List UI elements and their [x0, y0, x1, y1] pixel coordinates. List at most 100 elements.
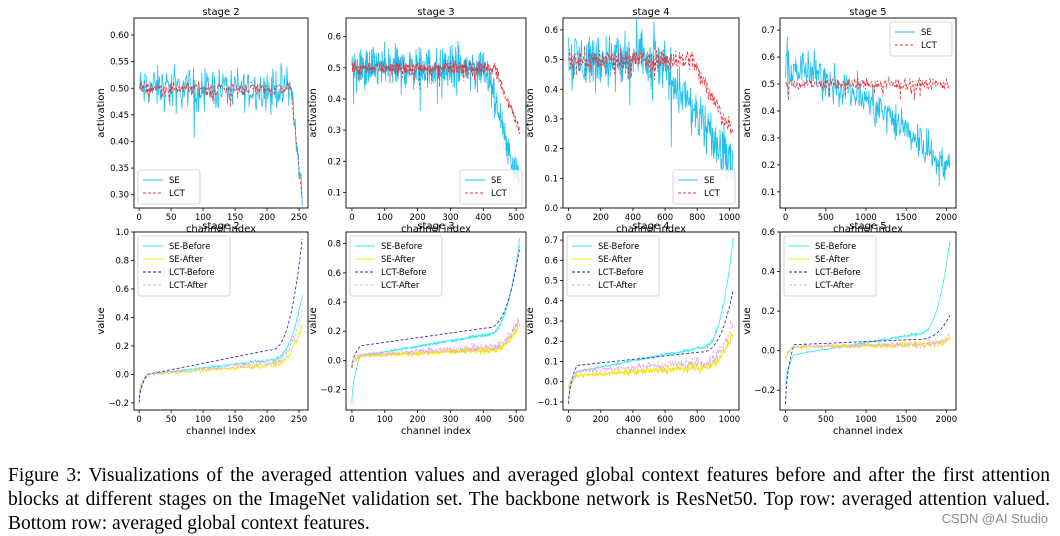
- legend-label: LCT: [921, 41, 938, 51]
- axes-frame: [345, 17, 527, 209]
- legend: SE-Before SE-After LCT-Before LCT-After: [137, 235, 231, 297]
- legend: SE LCT: [889, 21, 953, 57]
- y-axis-label: value: [308, 307, 319, 334]
- chart-title: stage 5: [849, 221, 886, 232]
- legend-label: SE: [921, 28, 932, 38]
- y-tick-label: 0.2: [115, 342, 129, 352]
- legend-label: LCT: [491, 189, 508, 199]
- x-tick-label: 600: [657, 213, 673, 223]
- series-line-se-after: [785, 336, 951, 362]
- legend-label: LCT-Before: [815, 268, 861, 278]
- x-tick-label: 1000: [855, 415, 877, 425]
- series-line-lct-before: [568, 290, 734, 404]
- legend-box: [137, 235, 231, 297]
- x-tick-label: 0: [136, 213, 141, 223]
- axes-frame: [779, 231, 957, 411]
- x-tick-label: 400: [625, 415, 641, 425]
- chart-title: stage 4: [632, 7, 669, 18]
- legend-label: LCT-Before: [598, 268, 644, 278]
- y-tick-label: 0.0: [544, 378, 558, 388]
- x-tick-label: 100: [195, 213, 211, 223]
- x-axis-label: channel index: [401, 224, 471, 235]
- y-tick-label: 0.7: [761, 26, 775, 36]
- x-tick-label: 200: [593, 213, 609, 223]
- series-line-se: [568, 18, 734, 181]
- y-tick-label: 0.8: [327, 240, 341, 250]
- y-tick-label: −0.2: [108, 399, 129, 409]
- y-tick-label: 1.0: [115, 228, 129, 238]
- legend-box: [889, 21, 953, 57]
- y-tick-label: 0.5: [327, 64, 341, 74]
- figure-grid: 0 50 100 150 200 2500.300.350.400.450.500.550…: [96, 7, 957, 437]
- legend-box: [349, 235, 443, 297]
- series-group: [351, 40, 521, 186]
- series-line-lct: [351, 59, 521, 135]
- y-axis-label: activation: [525, 88, 536, 138]
- legend-label: SE-After: [169, 255, 204, 265]
- series-group: [351, 238, 521, 405]
- x-axis-label: channel index: [401, 426, 471, 437]
- legend-label: SE-Before: [169, 242, 210, 252]
- y-tick-label: 0.6: [327, 33, 341, 43]
- series-line-se-before: [138, 294, 303, 401]
- chart-title: stage 2: [202, 7, 239, 18]
- legend-label: SE-Before: [598, 242, 639, 252]
- x-tick-label: 1000: [855, 213, 877, 223]
- y-tick-label: 0.6: [544, 26, 558, 36]
- y-tick-label: 0.45: [110, 111, 129, 121]
- x-axis-label: channel index: [616, 426, 686, 437]
- y-tick-label: 0.35: [110, 164, 129, 174]
- series-line-lct-after: [138, 308, 303, 392]
- chart-panel-4: 0 500 1000 1500 2000 0.1 0.2 0.3 0.4 0.5 0.6 0.7 sta…: [742, 7, 957, 235]
- axes-frame: [562, 17, 740, 209]
- y-tick-label: −0.2: [320, 386, 341, 396]
- x-tick-label: 600: [657, 415, 673, 425]
- x-axis-label: channel index: [186, 426, 256, 437]
- x-tick-label: 0: [349, 415, 354, 425]
- series-line-se: [351, 40, 521, 186]
- chart-title: stage 2: [202, 221, 239, 232]
- legend-label: LCT: [704, 189, 721, 199]
- legend-label: SE-After: [815, 255, 850, 265]
- legend-label: SE: [169, 176, 180, 186]
- y-tick-label: 0.4: [761, 107, 775, 117]
- series-group: [568, 18, 734, 181]
- x-tick-label: 500: [508, 415, 524, 425]
- x-tick-label: 300: [442, 415, 458, 425]
- series-line-se-after: [138, 324, 303, 396]
- legend-label: SE: [491, 176, 502, 186]
- y-tick-label: 0.7: [544, 236, 558, 246]
- legend-label: SE-Before: [815, 242, 856, 252]
- chart-title: stage 4: [632, 221, 669, 232]
- axes-frame: [133, 17, 309, 209]
- y-tick-label: 0.5: [544, 277, 558, 287]
- chart-panel-2: 0 100 200 300 400 500 0.1 0.2 0.3 0.4 0.5 0.6 stage …: [308, 7, 527, 235]
- legend-label: LCT-After: [381, 281, 420, 291]
- y-tick-label: 0.2: [544, 337, 558, 347]
- y-tick-label: 0.55: [110, 58, 129, 68]
- series-group: [785, 36, 951, 187]
- legend-label: LCT-After: [169, 281, 208, 291]
- x-tick-label: 100: [195, 415, 211, 425]
- legend-box: [459, 169, 523, 205]
- x-tick-label: 0: [566, 415, 571, 425]
- legend-label: LCT: [169, 189, 186, 199]
- legend: SE LCT: [459, 169, 523, 205]
- x-tick-label: 0: [783, 213, 788, 223]
- y-axis-label: activation: [742, 88, 753, 138]
- chart-title: stage 3: [417, 7, 454, 18]
- series-line-lct-before: [351, 246, 521, 368]
- y-tick-label: 0.3: [544, 115, 558, 125]
- x-tick-label: 1500: [895, 415, 917, 425]
- x-tick-label: 0: [136, 415, 141, 425]
- y-tick-label: 0.4: [761, 268, 775, 278]
- x-tick-label: 1000: [719, 415, 741, 425]
- series-line-lct: [568, 46, 734, 134]
- y-tick-label: 0.3: [327, 126, 341, 136]
- x-tick-label: 0: [349, 213, 354, 223]
- legend-label: LCT-After: [815, 281, 854, 291]
- x-tick-label: 2000: [936, 213, 958, 223]
- y-tick-label: 0.2: [327, 157, 341, 167]
- series-group: [138, 239, 303, 403]
- x-tick-label: 0: [783, 415, 788, 425]
